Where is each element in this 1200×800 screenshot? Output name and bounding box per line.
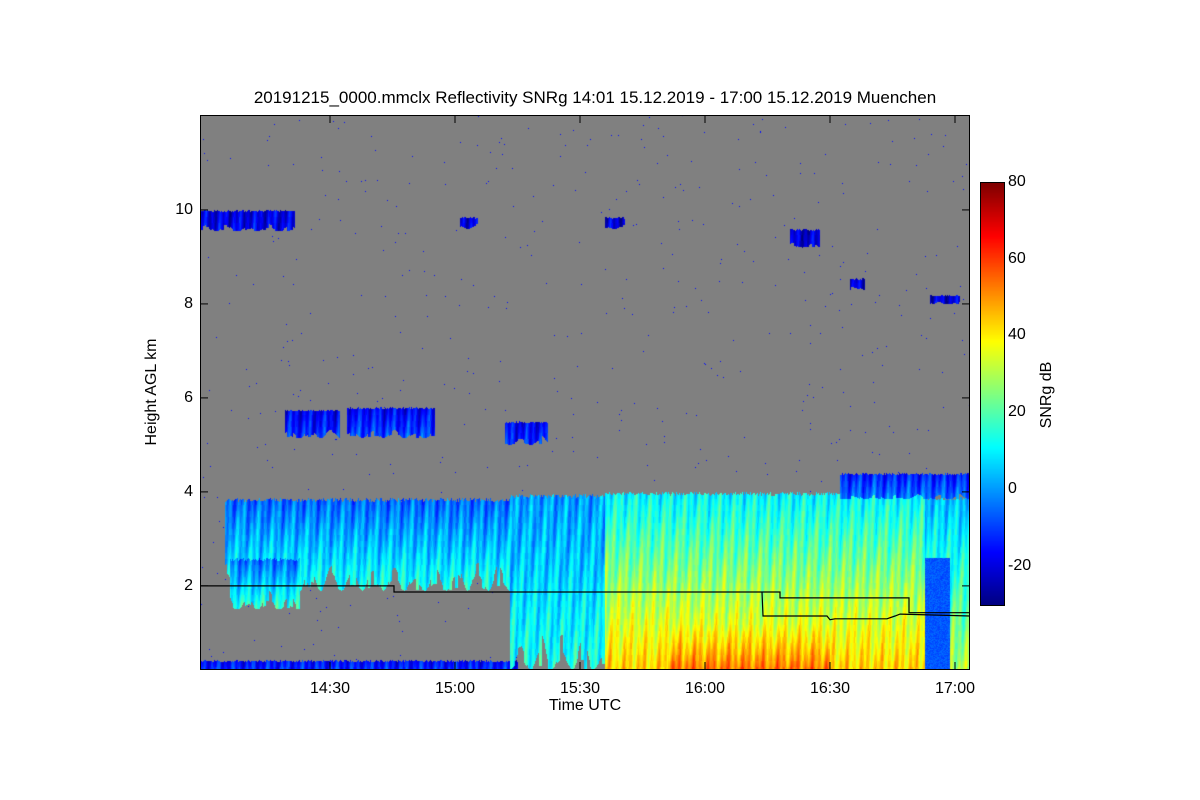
line-upper <box>200 585 970 614</box>
x-axis-label: Time UTC <box>548 697 622 714</box>
colorbar-tick-label: 80 <box>1008 173 1026 190</box>
y-tick-label: 8 <box>184 294 193 312</box>
x-tick-label: 15:30 <box>559 680 601 697</box>
x-tick-label: 17:00 <box>934 680 976 697</box>
plot-area <box>200 115 970 670</box>
colorbar-tick-label: 40 <box>1008 326 1026 344</box>
colorbar-tick-label: 20 <box>1008 403 1026 421</box>
x-tick-label: 16:30 <box>809 680 851 697</box>
y-tick-label: 6 <box>184 388 193 406</box>
colorbar-tick-label: 0 <box>1008 479 1017 497</box>
colorbar-tick-label: -20 <box>1008 556 1032 574</box>
x-tick-label: 14:30 <box>309 680 351 697</box>
y-tick-label: 10 <box>175 200 193 218</box>
colorbar-tick-label: 60 <box>1008 249 1026 267</box>
line-lower <box>761 591 970 621</box>
colorbar-label: SNRg dB <box>1038 361 1055 429</box>
x-tick-label: 15:00 <box>434 680 476 697</box>
reflectivity-heatmap <box>200 115 970 670</box>
y-axis-label: Height AGL km <box>143 338 160 446</box>
y-tick-label: 4 <box>184 482 193 500</box>
plot-frame <box>200 115 970 670</box>
colorbar <box>980 182 1005 606</box>
y-tick-label: 2 <box>184 576 193 594</box>
x-tick-label: 16:00 <box>684 680 726 697</box>
plot-overlay <box>200 115 970 670</box>
chart-title: 20191215_0000.mmclx Reflectivity SNRg 14… <box>253 88 937 107</box>
